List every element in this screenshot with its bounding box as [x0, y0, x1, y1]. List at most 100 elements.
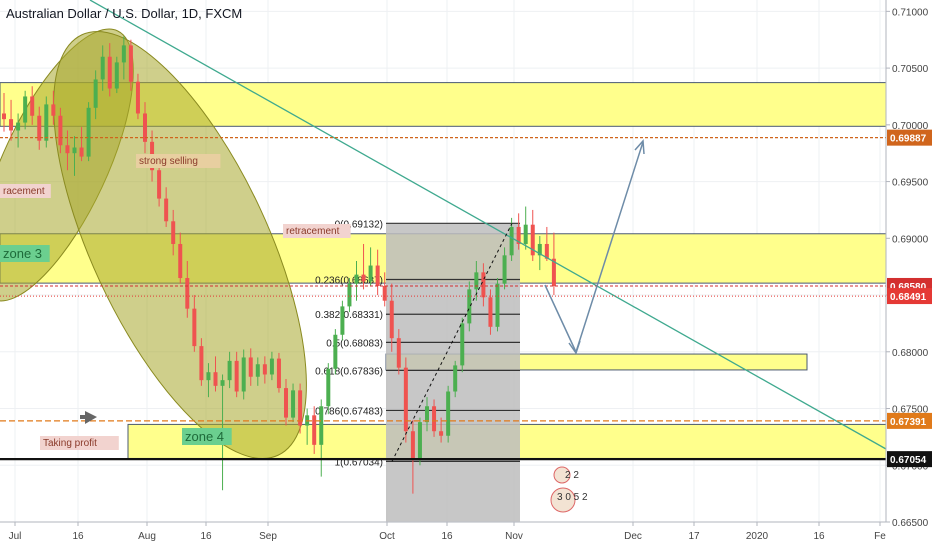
- event-icon: [550, 487, 576, 513]
- candle-body: [16, 122, 21, 131]
- candle-body: [312, 415, 317, 445]
- time-axis-bg: [0, 522, 886, 550]
- label-taking-profit-bg: [40, 436, 119, 450]
- candle-body: [65, 145, 70, 154]
- candle-body: [425, 406, 429, 423]
- price-tick-label: 0.69500: [892, 178, 929, 189]
- candle-body: [417, 422, 422, 460]
- time-tick-label: Fe: [874, 531, 886, 542]
- label-strong-selling-bg: [136, 154, 221, 168]
- time-tick-label: Oct: [379, 531, 395, 542]
- price-tick-label: 0.69000: [892, 234, 929, 245]
- drawings: strong selling retracement racement zone 3 z…: [0, 0, 887, 513]
- time-axis: Jul 16 Aug 16 Sep Oct 16 Nov Dec 17 2020 16 Fe: [0, 521, 886, 550]
- candle-body: [248, 357, 253, 377]
- candle-body: [128, 45, 133, 82]
- candle-body: [544, 243, 549, 259]
- fib-trend-connector: [391, 223, 513, 462]
- candle-body: [382, 285, 387, 301]
- label-retracement-bg: [283, 224, 351, 238]
- candle-body: [86, 107, 91, 157]
- price-badge: [887, 129, 932, 146]
- chart-title: Australian Dollar / U.S. Dollar, 1D, FXC…: [6, 6, 243, 21]
- candle-body: [460, 323, 465, 366]
- time-tick-label: 2020: [746, 531, 769, 542]
- candle-body: [354, 274, 359, 284]
- fib-shade: [386, 223, 520, 522]
- candle-body: [164, 198, 169, 222]
- candle-body: [199, 346, 204, 381]
- candle-body: [319, 406, 324, 445]
- candle-body: [523, 224, 528, 244]
- label-zone-3: zone 3: [3, 246, 42, 261]
- event-icon-count: 2 2: [565, 470, 579, 481]
- candle-body: [509, 226, 514, 256]
- candle-body: [23, 96, 28, 123]
- time-tick-label: Jul: [9, 531, 22, 542]
- up-arrowhead: [634, 139, 645, 155]
- time-tick-label: Nov: [505, 531, 523, 542]
- event-icon: [553, 466, 571, 484]
- event-icon-count: 3 0 5 2: [557, 492, 588, 503]
- price-tick-label: 0.66500: [892, 518, 929, 529]
- fib-level-label: 0.382(0.68331): [315, 310, 383, 321]
- candle-body: [100, 56, 105, 80]
- candle-body: [255, 364, 260, 377]
- candle-body: [530, 224, 535, 256]
- candle-body: [135, 81, 140, 114]
- time-tick-label: Aug: [138, 531, 156, 542]
- fib-level-label: 0.786(0.67483): [315, 406, 383, 417]
- label-zone-4: zone 4: [185, 429, 224, 444]
- candle-body: [361, 274, 366, 282]
- candle-body: [396, 338, 401, 368]
- time-tick-label: 16: [813, 531, 825, 542]
- candle-body: [474, 272, 479, 290]
- candle-body: [93, 79, 98, 108]
- candle-body: [30, 96, 35, 116]
- down-arrowhead: [568, 340, 581, 355]
- fib-level-label: 0.5(0.68083): [326, 338, 383, 349]
- candle-body: [241, 357, 246, 392]
- candle-body: [439, 431, 444, 436]
- candle-body: [178, 243, 183, 279]
- label-taking-profit: Taking profit: [43, 438, 97, 449]
- price-tick-label: 0.70500: [892, 64, 929, 75]
- candle-body: [291, 390, 296, 418]
- candle-body: [347, 283, 352, 307]
- label-zone-3-bg: [0, 245, 50, 262]
- candle-body: [37, 115, 42, 141]
- candle-body: [234, 360, 239, 392]
- price-badge-label: 0.67054: [890, 455, 927, 466]
- time-tick-label: 17: [688, 531, 700, 542]
- candle-body: [298, 390, 303, 426]
- price-badge-label: 0.68491: [890, 292, 927, 303]
- time-tick-label: 16: [441, 531, 453, 542]
- candle-body: [269, 358, 274, 375]
- label-zone-4-bg: [182, 428, 232, 445]
- candle-body: [481, 272, 486, 298]
- candle-body: [58, 115, 63, 146]
- time-tick-label: 16: [72, 531, 84, 542]
- candle-body: [213, 372, 218, 386]
- candle-body: [326, 368, 331, 407]
- price-badge-label: 0.67391: [890, 417, 927, 428]
- play-icon: [85, 411, 97, 424]
- candle-body: [227, 360, 232, 381]
- candle-body: [262, 364, 267, 375]
- play-icon-stem: [80, 415, 86, 419]
- candle-body: [495, 283, 500, 327]
- label-racement: racement: [3, 186, 45, 197]
- candle-body: [446, 391, 451, 436]
- candle-body: [107, 56, 112, 89]
- fib-level-label: 0.618(0.67836): [315, 366, 383, 377]
- candle-body: [220, 380, 225, 386]
- candle-body: [375, 265, 380, 286]
- candle-body: [9, 119, 14, 131]
- price-badge: [887, 412, 932, 429]
- candle-body: [403, 367, 408, 432]
- candle-body: [537, 243, 542, 256]
- price-badge-label: 0.68580: [890, 282, 927, 293]
- candle-body: [72, 147, 77, 154]
- candle-body: [551, 258, 556, 286]
